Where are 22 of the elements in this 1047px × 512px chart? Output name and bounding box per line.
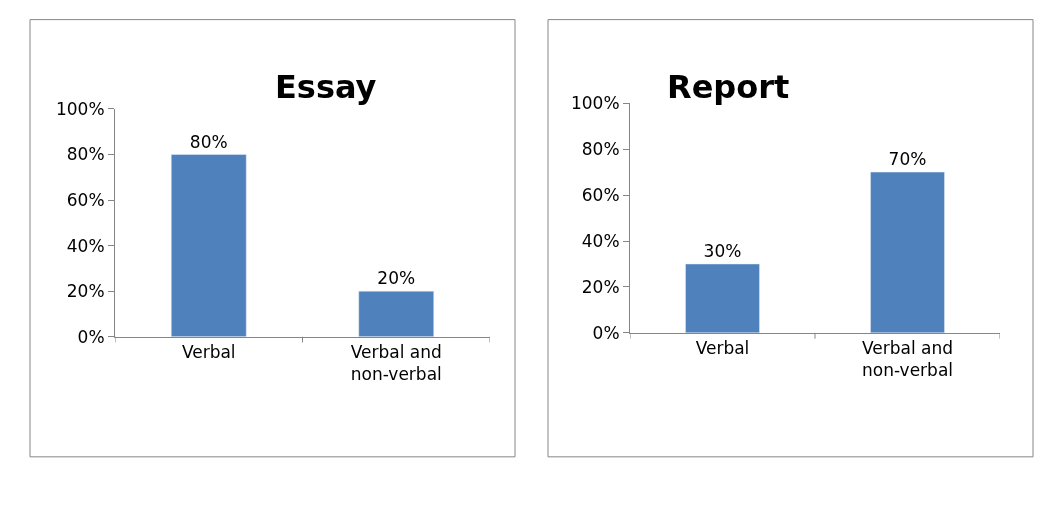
chart-title: Report	[667, 68, 790, 106]
y-tick-label: 0%	[592, 322, 620, 343]
data-label: 30%	[703, 240, 742, 261]
x-tick-label: Verbal	[181, 342, 236, 363]
data-label: 80%	[189, 131, 228, 152]
y-tick-label: 40%	[66, 235, 105, 256]
y-tick-label: 20%	[581, 276, 620, 297]
x-tick-label: Verbal and non-verbal	[350, 342, 442, 385]
y-tick-label: 100%	[55, 98, 105, 119]
data-label: 20%	[377, 268, 416, 289]
x-tick-label: Verbal	[695, 338, 750, 359]
y-tick-label: 40%	[581, 230, 620, 251]
y-tick-label: 80%	[66, 144, 105, 165]
y-tick-label: 100%	[570, 93, 620, 114]
y-tick-label: 20%	[66, 281, 105, 302]
y-tick-label: 0%	[77, 326, 105, 347]
x-tick-label: Verbal and non-verbal	[861, 338, 954, 381]
y-tick-label: 60%	[581, 185, 620, 206]
y-tick-label: 80%	[581, 139, 620, 160]
chart-title: Essay	[275, 68, 377, 106]
y-tick-label: 60%	[66, 190, 105, 211]
data-label: 70%	[888, 149, 927, 170]
